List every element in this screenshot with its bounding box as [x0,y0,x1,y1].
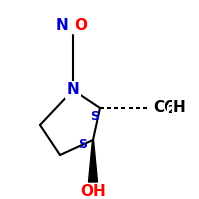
Text: S: S [78,139,88,151]
Text: N: N [67,83,79,98]
Polygon shape [89,140,98,182]
Text: CO: CO [153,100,177,115]
Text: H: H [173,100,186,115]
Text: S: S [91,110,100,124]
Text: OH: OH [80,184,106,199]
Text: N: N [55,18,68,32]
Text: O: O [74,18,87,32]
Text: 2: 2 [167,105,175,115]
